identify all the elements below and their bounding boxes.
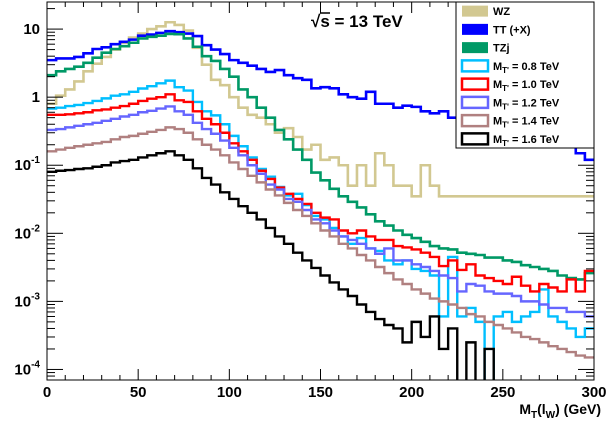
y-tick-label: 1 [32,89,40,106]
legend-label-m-t-1-0-tev: MT' = 1.0 TeV [493,79,560,93]
legend: WZ TT (+X) TZj MT' = 0.8 TeV MT' = 1.0 TeV MT… [455,1,595,149]
x-tick-labels: 0 50 100 150 200 250 300 [43,384,607,401]
series-tzj [47,32,594,281]
series-m-t-1-0-tev [47,93,594,293]
legend-swatch-m-t-1-4-tev [460,113,490,128]
legend-label-tzj: TZj [493,43,510,55]
y-tick-label: 10-4 [14,359,40,378]
legend-swatch-m-t-1-6-tev [460,132,490,146]
energy-prefix: s [320,12,329,31]
x-tick-label: 150 [308,384,333,401]
legend-swatch-tt-x [462,23,488,35]
legend-swatch-tzj [462,42,488,54]
legend-swatch-m-t-1-0-tev [460,77,490,91]
legend-swatch-wz [462,5,488,17]
x-tick-label: 200 [399,384,424,401]
y-tick-label: 10 [23,21,40,38]
legend-label-tt-x: TT (+X) [493,24,531,36]
series-m-t-1-6-tev [47,150,495,380]
legend-label-m-t-1-6-tev: MT' = 1.6 TeV [493,134,560,148]
x-tick-label: 300 [581,384,606,401]
series-m-t-1-2-tev [47,105,594,318]
y-tick-labels: 10 1 10-1 10-2 10-3 10-4 [14,21,40,378]
x-tick-label: 50 [130,384,147,401]
legend-label-m-t-1-4-tev: MT' = 1.4 TeV [493,116,560,130]
legend-label-m-t-0-8-tev: MT' = 0.8 TeV [493,61,560,75]
legend-label-wz: WZ [493,6,510,18]
energy-annotation: √s = 13 TeV [311,12,403,31]
x-tick-label: 100 [217,384,242,401]
legend-label-m-t-1-2-tev: MT' = 1.2 TeV [493,97,560,111]
legend-swatch-m-t-0-8-tev [460,59,490,73]
x-tick-label: 250 [490,384,515,401]
sqrt-sign: √ [311,12,321,31]
x-axis-label: MT(lW) (GeV) [519,401,601,421]
y-tick-label: 10-1 [14,155,40,174]
energy-value: = 13 TeV [330,12,404,31]
legend-swatch-m-t-1-2-tev [460,95,490,110]
series-m-t-1-4-tev [47,126,594,359]
series-layer [47,20,594,380]
y-tick-label: 10-3 [14,291,40,310]
x-tick-label: 0 [43,384,51,401]
y-tick-label: 10-2 [14,223,40,242]
